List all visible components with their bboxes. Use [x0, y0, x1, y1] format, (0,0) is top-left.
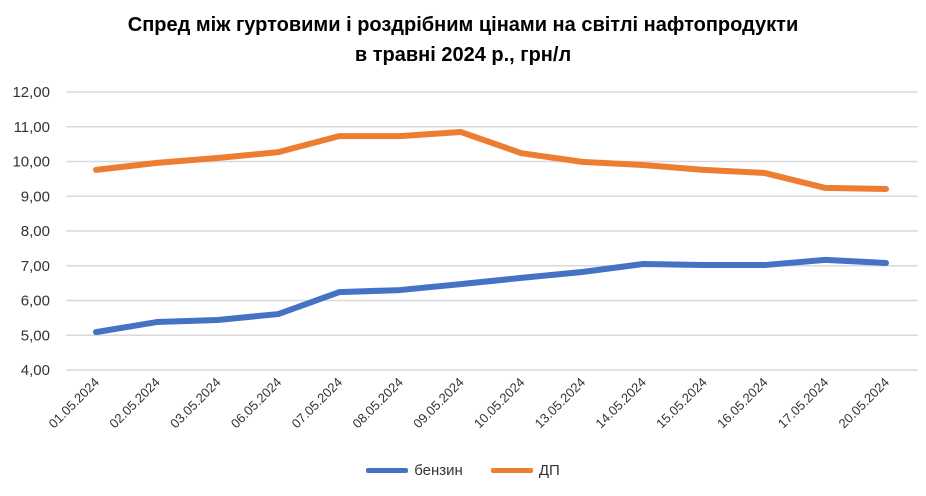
series-line-dp	[93, 128, 889, 192]
x-tick-label: 16.05.2024	[714, 375, 771, 432]
y-tick-label: 8,00	[21, 223, 50, 240]
chart-title-line1: Спред між гуртовими і роздрібним цінами …	[127, 14, 799, 36]
x-tick-label: 10.05.2024	[471, 375, 528, 432]
x-tick-label: 01.05.2024	[45, 375, 102, 432]
x-tick-label: 20.05.2024	[835, 375, 892, 432]
x-tick-label: 07.05.2024	[289, 375, 346, 432]
series-line-benzyn	[93, 256, 889, 336]
legend-label: бензин	[414, 462, 463, 479]
x-tick-label: 09.05.2024	[410, 375, 467, 432]
x-tick-label: 14.05.2024	[592, 375, 649, 432]
y-tick-label: 9,00	[21, 188, 50, 205]
y-tick-label: 12,00	[12, 84, 50, 101]
legend-item-dp[interactable]: ДП	[490, 462, 560, 479]
x-tick-label: 02.05.2024	[106, 375, 163, 432]
y-tick-label: 10,00	[12, 154, 50, 171]
x-tick-label: 08.05.2024	[349, 375, 406, 432]
legend-swatch	[366, 468, 409, 473]
y-tick-label: 5,00	[21, 327, 50, 344]
legend-item-benzyn[interactable]: бензин	[366, 462, 463, 479]
legend-label: ДП	[538, 462, 560, 479]
x-tick-label: 03.05.2024	[167, 375, 224, 432]
y-tick-label: 4,00	[21, 362, 50, 379]
chart-title-line2: в травні 2024 р., грн/л	[354, 44, 572, 66]
x-tick-label: 13.05.2024	[532, 375, 589, 432]
y-tick-label: 11,00	[14, 119, 50, 136]
legend-swatch	[490, 468, 533, 473]
x-tick-label: 06.05.2024	[228, 375, 285, 432]
x-tick-label: 17.05.2024	[775, 375, 832, 432]
y-tick-label: 7,00	[21, 258, 50, 275]
x-tick-label: 15.05.2024	[653, 375, 710, 432]
legend: бензин ДП	[0, 462, 926, 479]
y-tick-label: 6,00	[21, 293, 50, 310]
